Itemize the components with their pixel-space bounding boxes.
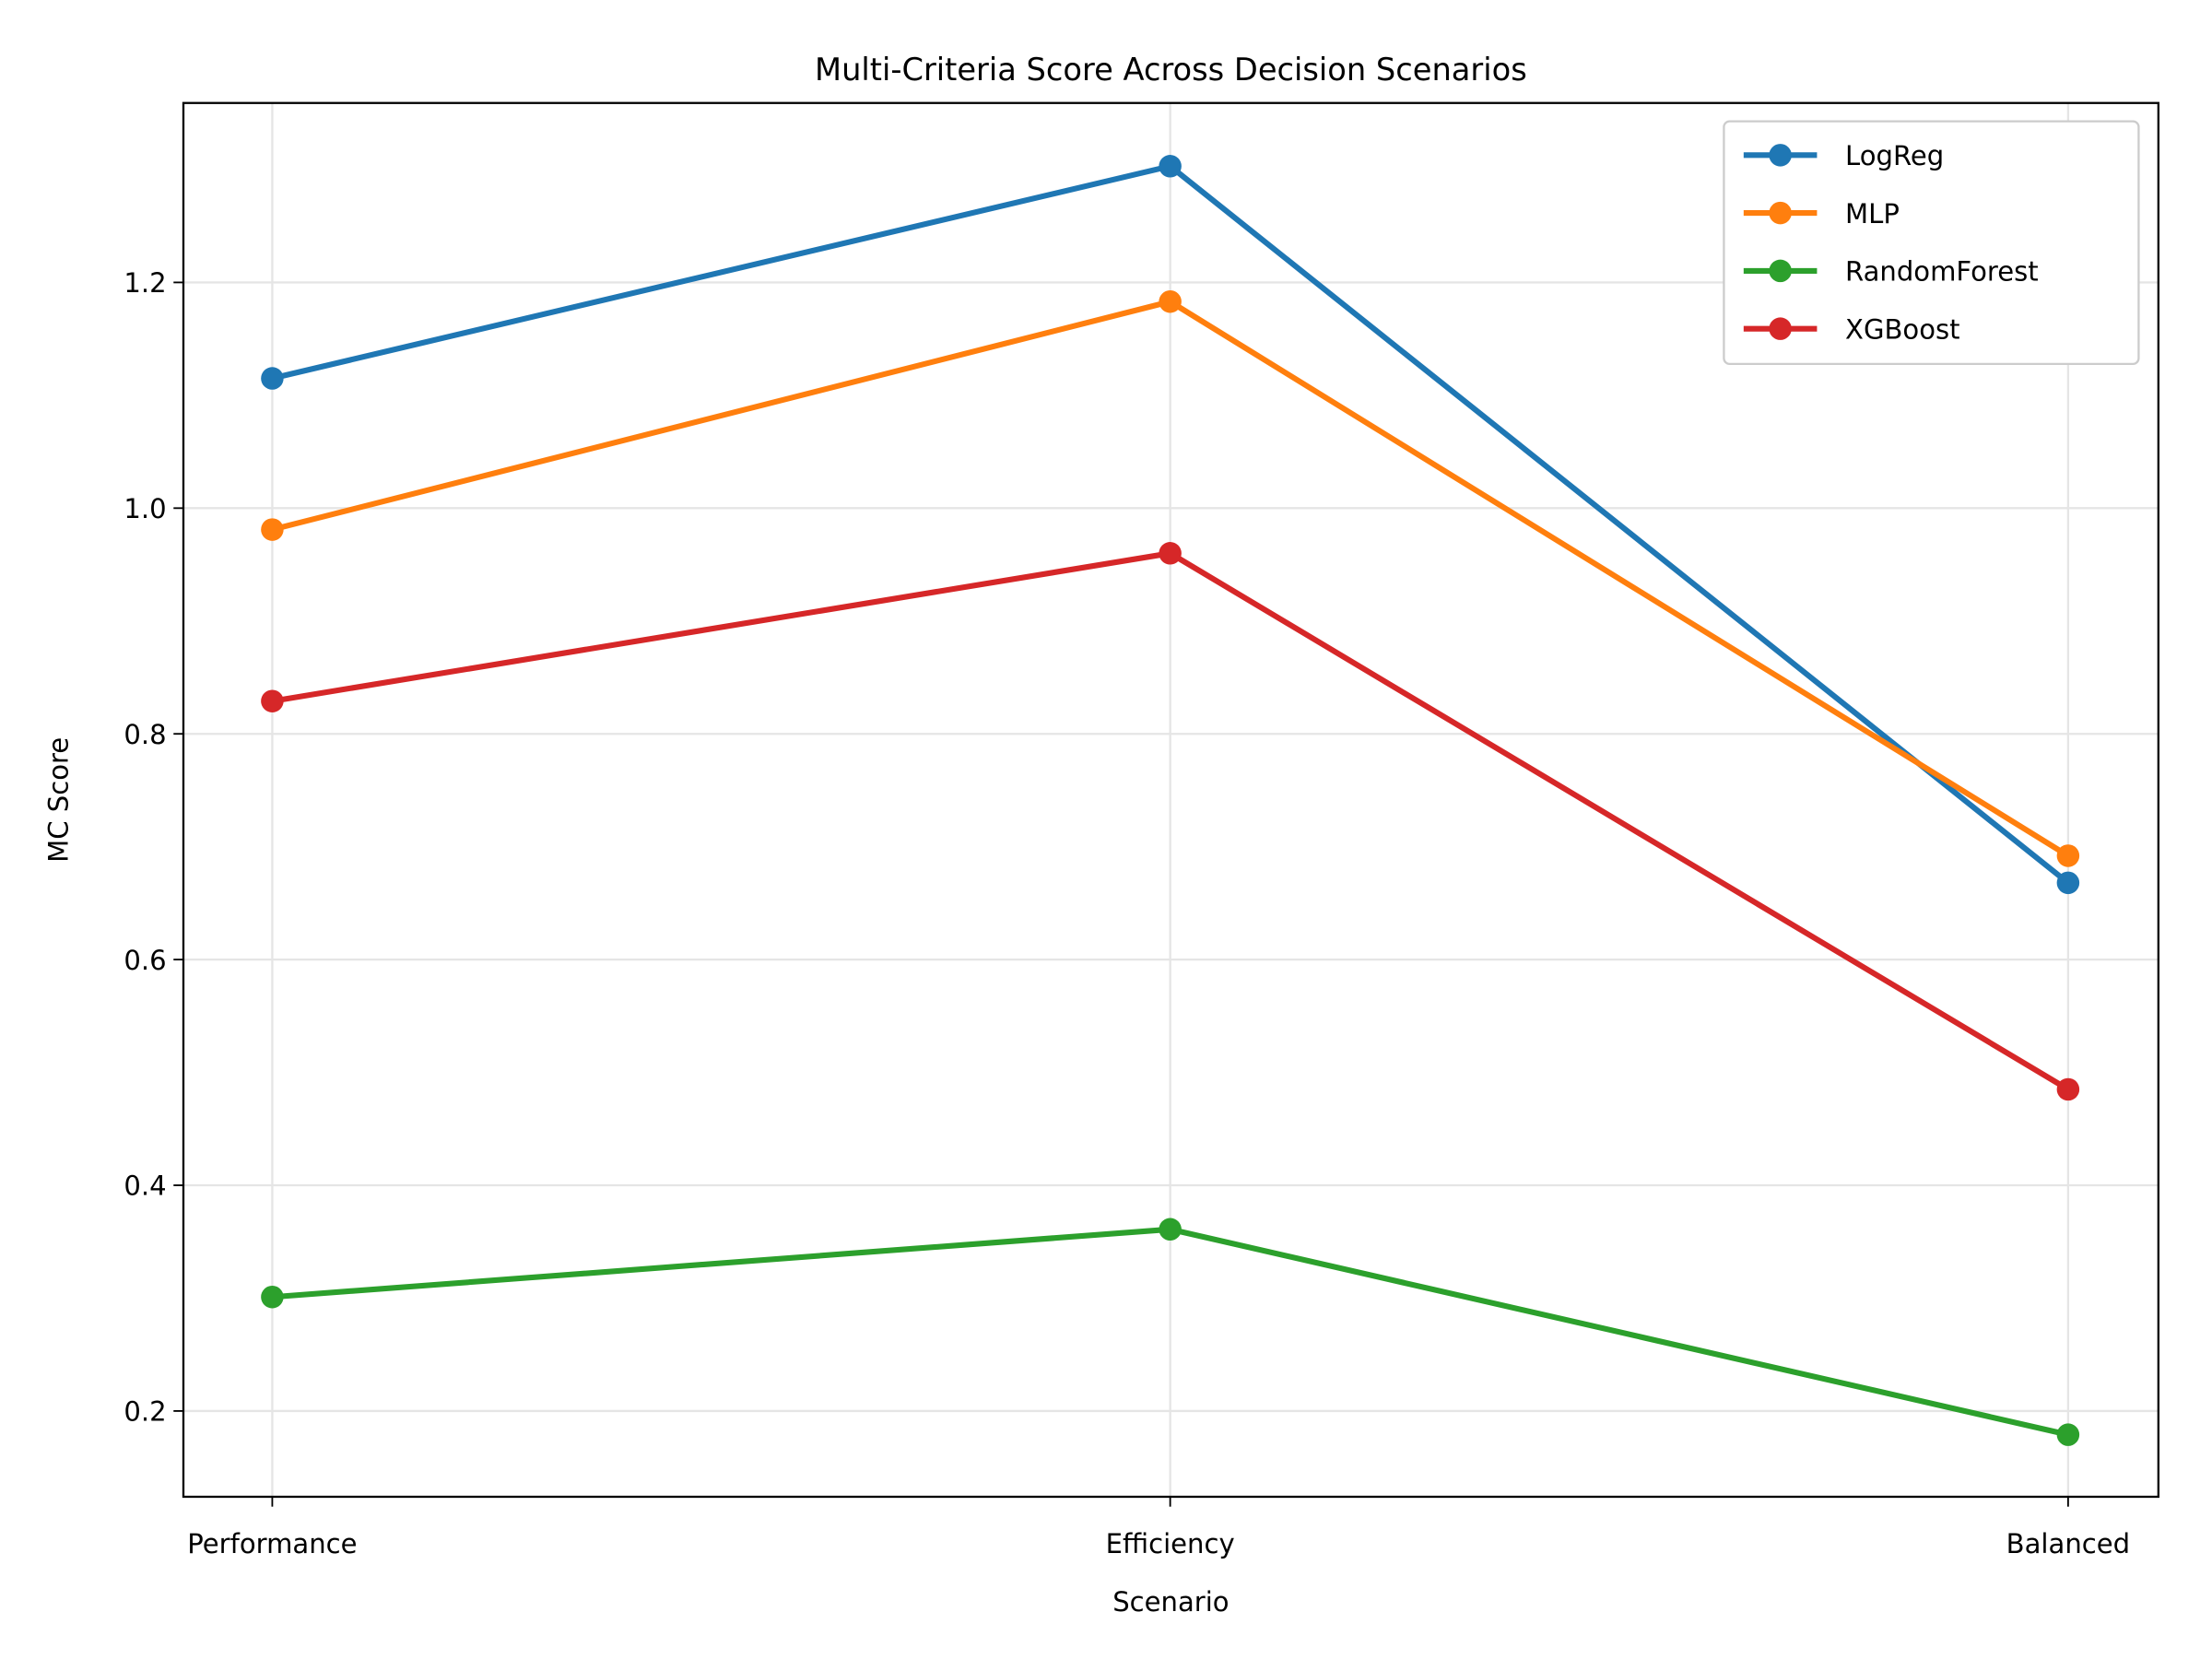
data-point-mlp [261,518,284,541]
ticks: Performance Efficiency Balanced 0.2 0.4 0.6 0.… [124,267,2130,1559]
y-tick-label: 0.6 [124,945,166,976]
data-point-xgboost [2056,1077,2080,1101]
legend-marker [1769,201,1792,225]
legend-marker [1769,317,1792,340]
y-tick-label: 1.0 [124,493,166,524]
x-tick-label: Performance [187,1528,357,1559]
series-group [261,155,2080,1446]
data-point-randomforest [1159,1218,1182,1241]
y-tick-label: 0.2 [124,1396,166,1428]
legend-label: RandomForest [1845,256,2039,288]
legend-marker [1769,144,1792,167]
x-tick-label: Balanced [2006,1528,2130,1559]
legend-marker [1769,259,1792,283]
y-tick-label: 0.4 [124,1171,166,1202]
data-point-logreg [1159,155,1182,178]
x-tick-label: Efficiency [1106,1528,1235,1559]
data-point-logreg [261,367,284,390]
data-point-randomforest [261,1286,284,1309]
plot-frame [182,101,2159,1499]
data-point-xgboost [261,689,284,712]
data-point-randomforest [2056,1423,2080,1446]
legend-label: XGBoost [1845,313,1960,345]
legend-box [1723,120,2140,366]
y-tick-label: 0.8 [124,719,166,750]
data-point-mlp [2056,844,2080,867]
chart-title: Multi-Criteria Score Across Decision Sce… [815,52,1527,88]
data-point-xgboost [1159,542,1182,565]
legend-label: LogReg [1845,140,1944,171]
data-point-mlp [1159,290,1182,313]
legend-label: MLP [1845,198,1900,229]
x-axis-label: Scenario [1112,1586,1229,1618]
y-tick-label: 1.2 [124,267,166,299]
legend: LogReg MLP RandomForest XGBoost [1723,120,2140,366]
data-point-logreg [2056,871,2080,895]
y-axis-label: MC Score [42,737,74,863]
